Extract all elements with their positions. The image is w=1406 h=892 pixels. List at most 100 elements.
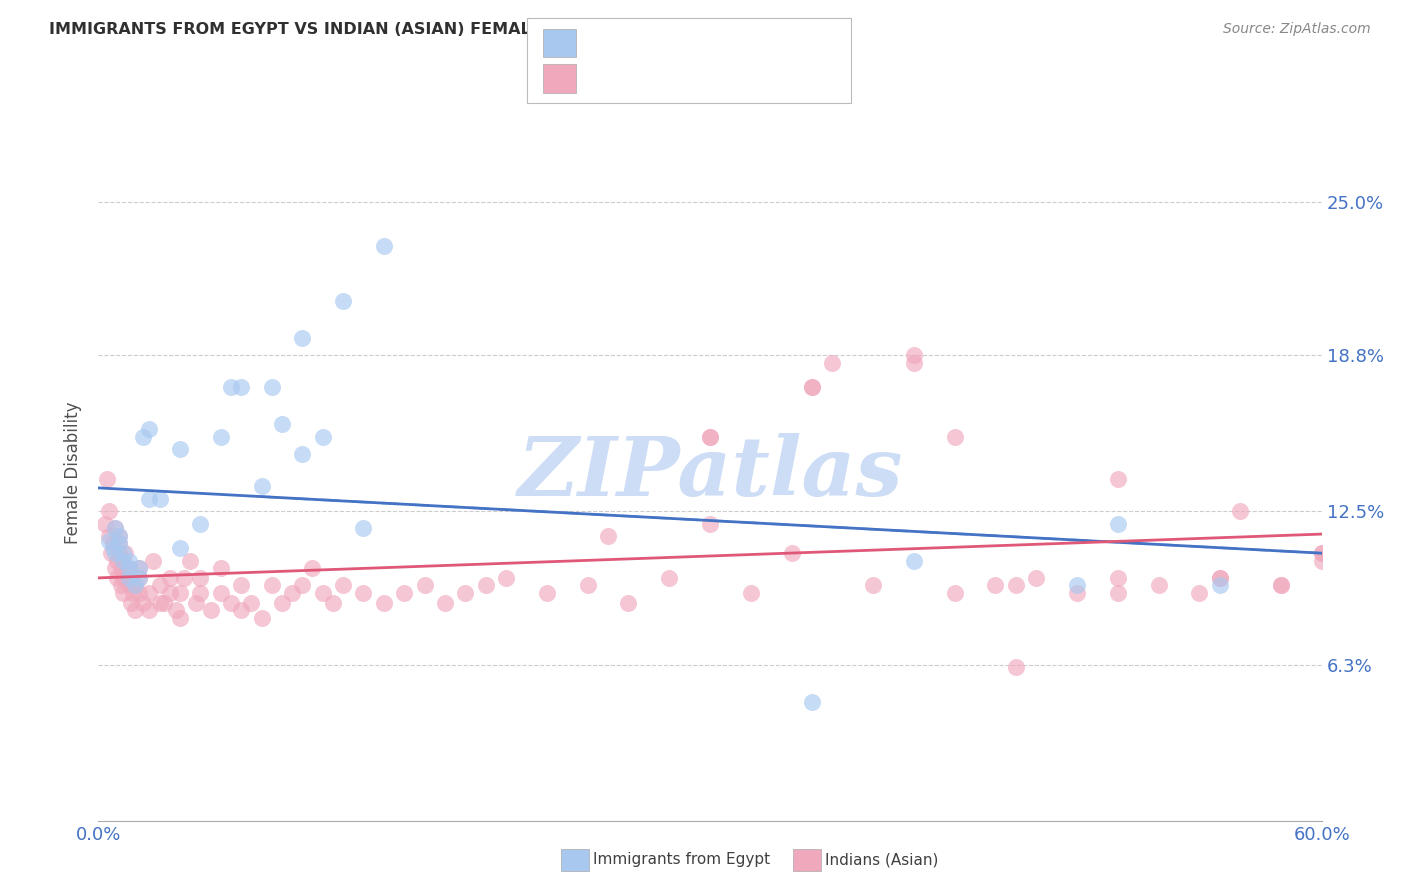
Text: R = -0.092   N =  38: R = -0.092 N = 38	[585, 37, 748, 53]
Point	[159, 571, 181, 585]
Point	[104, 546, 127, 560]
Text: ZIPatlas: ZIPatlas	[517, 433, 903, 513]
Point	[114, 546, 136, 560]
Point	[128, 561, 150, 575]
Point	[149, 578, 172, 592]
Point	[291, 578, 314, 592]
Point	[332, 578, 354, 592]
Point	[1270, 578, 1292, 592]
Point	[110, 578, 132, 592]
Point	[413, 578, 436, 592]
Point	[209, 561, 232, 575]
Point	[124, 578, 146, 592]
Point	[903, 554, 925, 568]
Point	[1229, 504, 1251, 518]
Point	[1107, 571, 1129, 585]
Point	[186, 596, 208, 610]
Point	[801, 380, 824, 394]
Point	[658, 571, 681, 585]
Point	[312, 430, 335, 444]
Point	[1209, 571, 1232, 585]
Point	[93, 516, 115, 531]
Point	[617, 596, 640, 610]
Point	[821, 355, 844, 369]
Point	[122, 586, 145, 600]
Point	[200, 603, 222, 617]
Point	[281, 586, 304, 600]
Point	[301, 561, 323, 575]
Point	[124, 578, 146, 592]
Point	[209, 430, 232, 444]
Point	[474, 578, 498, 592]
Point	[128, 561, 150, 575]
Point	[105, 571, 128, 585]
Point	[173, 571, 195, 585]
Text: Indians (Asian): Indians (Asian)	[825, 853, 939, 867]
Text: R = -0.061   N = 110: R = -0.061 N = 110	[585, 73, 754, 88]
Point	[149, 596, 172, 610]
Point	[105, 554, 128, 568]
Point	[260, 578, 283, 592]
Point	[699, 430, 721, 444]
Point	[100, 546, 122, 560]
Point	[108, 536, 131, 550]
Point	[943, 586, 966, 600]
Point	[434, 596, 457, 610]
Point	[138, 586, 160, 600]
Point	[699, 516, 721, 531]
Point	[1209, 578, 1232, 592]
Point	[231, 380, 253, 394]
Point	[801, 695, 824, 709]
Point	[209, 586, 232, 600]
Point	[1310, 546, 1333, 560]
Point	[101, 536, 124, 550]
Point	[1004, 578, 1026, 592]
Point	[138, 491, 160, 506]
Point	[110, 561, 132, 575]
Point	[903, 348, 925, 362]
Point	[108, 529, 131, 543]
Point	[862, 578, 884, 592]
Point	[118, 571, 141, 585]
Point	[1310, 554, 1333, 568]
Point	[120, 596, 142, 610]
Point	[270, 417, 294, 432]
Point	[97, 504, 120, 518]
Point	[1310, 546, 1333, 560]
Point	[104, 561, 127, 575]
Point	[1004, 660, 1026, 674]
Point	[780, 546, 803, 560]
Point	[96, 472, 118, 486]
Point	[128, 586, 150, 600]
Point	[104, 521, 127, 535]
Point	[598, 529, 620, 543]
Point	[1066, 586, 1088, 600]
Point	[169, 610, 191, 624]
Point	[392, 586, 416, 600]
Y-axis label: Female Disability: Female Disability	[65, 401, 83, 544]
Point	[1188, 586, 1211, 600]
Point	[132, 430, 155, 444]
Point	[219, 596, 242, 610]
Point	[1107, 586, 1129, 600]
Point	[740, 586, 762, 600]
Point	[132, 596, 155, 610]
Point	[943, 430, 966, 444]
Point	[260, 380, 283, 394]
Text: Immigrants from Egypt: Immigrants from Egypt	[593, 853, 770, 867]
Point	[536, 586, 558, 600]
Point	[1025, 571, 1047, 585]
Point	[1270, 578, 1292, 592]
Point	[801, 380, 824, 394]
Point	[169, 586, 191, 600]
Point	[219, 380, 242, 394]
Point	[576, 578, 599, 592]
Point	[270, 596, 294, 610]
Point	[312, 586, 335, 600]
Point	[118, 554, 141, 568]
Text: IMMIGRANTS FROM EGYPT VS INDIAN (ASIAN) FEMALE DISABILITY CORRELATION CHART: IMMIGRANTS FROM EGYPT VS INDIAN (ASIAN) …	[49, 22, 845, 37]
Point	[240, 596, 263, 610]
Point	[165, 603, 187, 617]
Point	[111, 586, 134, 600]
Point	[159, 586, 181, 600]
